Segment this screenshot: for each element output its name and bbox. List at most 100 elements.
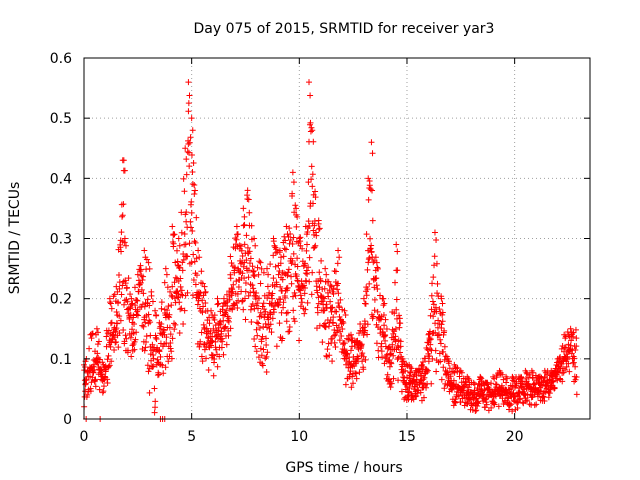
data-point xyxy=(200,321,207,328)
data-point xyxy=(335,324,342,331)
data-point xyxy=(392,325,399,332)
data-point xyxy=(184,289,191,296)
data-point xyxy=(105,327,112,334)
data-point xyxy=(290,250,297,257)
data-point xyxy=(252,242,259,249)
data-point xyxy=(247,306,254,313)
data-point xyxy=(178,305,185,312)
data-point xyxy=(465,375,472,382)
data-point xyxy=(87,388,94,395)
data-point xyxy=(276,267,283,274)
data-point xyxy=(350,354,357,361)
data-point xyxy=(371,307,378,314)
data-point xyxy=(125,275,132,282)
data-point xyxy=(240,263,247,270)
data-point xyxy=(96,386,103,393)
data-point xyxy=(244,244,251,251)
x-axis-label: GPS time / hours xyxy=(285,460,402,476)
ticks-layer xyxy=(83,57,590,420)
data-point xyxy=(256,258,263,265)
data-point xyxy=(383,326,390,333)
data-point xyxy=(216,353,223,360)
data-point xyxy=(212,338,219,345)
data-point xyxy=(506,402,513,409)
data-point xyxy=(309,269,316,276)
data-point xyxy=(312,242,319,249)
data-point xyxy=(201,346,208,353)
data-point xyxy=(192,239,199,246)
data-point xyxy=(326,352,333,359)
data-point xyxy=(114,320,121,327)
data-point xyxy=(135,277,142,284)
data-point xyxy=(267,261,274,268)
data-point xyxy=(248,222,255,229)
data-point xyxy=(222,300,229,307)
data-point xyxy=(393,241,400,248)
data-point xyxy=(373,275,380,282)
data-point xyxy=(204,334,211,341)
data-point xyxy=(364,321,371,328)
data-point xyxy=(329,288,336,295)
data-point xyxy=(338,332,345,339)
data-point xyxy=(365,259,372,266)
data-point xyxy=(245,292,252,299)
data-point xyxy=(245,196,252,203)
data-point xyxy=(403,380,410,387)
data-point xyxy=(423,384,430,391)
data-point xyxy=(246,248,253,255)
data-point xyxy=(424,346,431,353)
data-point xyxy=(129,342,136,349)
y-tick-label: 0.6 xyxy=(50,51,72,67)
data-point xyxy=(277,283,284,290)
data-point xyxy=(196,254,203,261)
data-point xyxy=(289,257,296,264)
data-point xyxy=(202,289,209,296)
data-point xyxy=(380,295,387,302)
data-point xyxy=(167,339,174,346)
data-point xyxy=(186,139,193,146)
data-point xyxy=(138,286,145,293)
data-point xyxy=(189,228,196,235)
data-point xyxy=(111,346,118,353)
data-point xyxy=(262,320,269,327)
data-point xyxy=(263,341,270,348)
data-point xyxy=(170,240,177,247)
data-point xyxy=(478,375,485,382)
data-point xyxy=(91,366,98,373)
data-point xyxy=(524,370,531,377)
data-point xyxy=(113,309,120,316)
data-point xyxy=(305,264,312,271)
data-point xyxy=(198,268,205,275)
data-point xyxy=(229,288,236,295)
data-point xyxy=(364,266,371,273)
data-point xyxy=(182,145,189,152)
data-point xyxy=(123,284,130,291)
data-point xyxy=(168,292,175,299)
data-point xyxy=(296,337,303,344)
data-point xyxy=(203,355,210,362)
data-point xyxy=(370,313,377,320)
data-point xyxy=(394,267,401,274)
data-point xyxy=(326,287,333,294)
data-point xyxy=(363,231,370,238)
data-point xyxy=(277,260,284,267)
data-point xyxy=(378,348,385,355)
data-point xyxy=(104,356,111,363)
data-point xyxy=(360,366,367,373)
data-point xyxy=(383,352,390,359)
data-point xyxy=(458,369,465,376)
data-point xyxy=(283,310,290,317)
data-point xyxy=(261,306,268,313)
data-point xyxy=(152,404,159,411)
data-point xyxy=(570,359,577,366)
y-tick-labels: 0 0.1 0.2 0.3 0.4 0.5 0.6 xyxy=(50,51,72,428)
data-point xyxy=(183,156,190,163)
data-point xyxy=(257,309,264,316)
data-point xyxy=(279,335,286,342)
data-point xyxy=(310,200,317,207)
data-point xyxy=(306,278,313,285)
data-point xyxy=(119,212,126,219)
data-point xyxy=(438,376,445,383)
data-point xyxy=(347,331,354,338)
data-point xyxy=(193,255,200,262)
